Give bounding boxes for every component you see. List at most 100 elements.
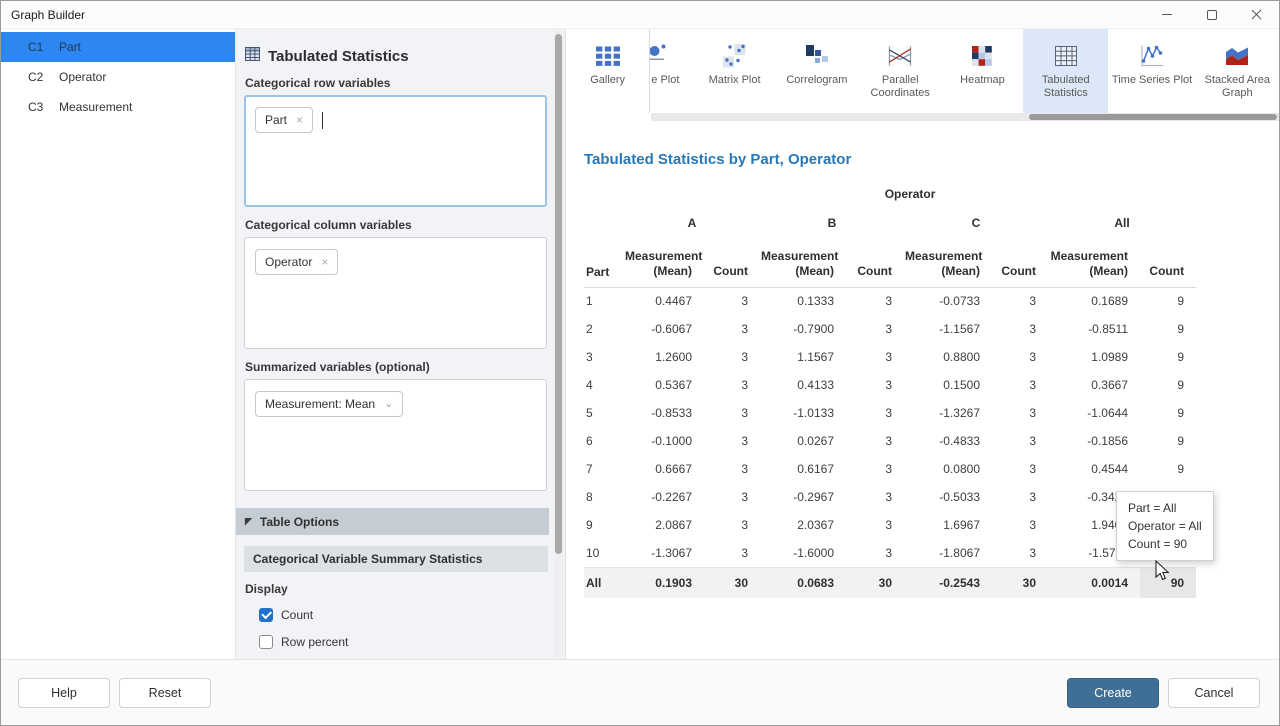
gallery-scrollbar-thumb[interactable] bbox=[1029, 114, 1277, 120]
tooltip: Part = All Operator = All Count = 90 bbox=[1116, 491, 1214, 561]
part-cell: 4 bbox=[586, 378, 593, 392]
cancel-button[interactable]: Cancel bbox=[1168, 677, 1260, 708]
tooltip-line: Operator = All bbox=[1128, 519, 1202, 533]
value-cell: -1.1567 bbox=[939, 322, 980, 336]
value-cell: 0.1689 bbox=[1091, 294, 1128, 309]
sidebar-list: C1 Part C2 Operator C3 Measurement bbox=[1, 32, 235, 122]
chip-remove-icon[interactable]: × bbox=[296, 113, 304, 127]
tab-e-plot[interactable]: e Plot bbox=[650, 29, 694, 113]
value-cell: 2.0367 bbox=[797, 518, 834, 532]
footer-left-buttons: Help Reset bbox=[18, 677, 211, 708]
table-row: 5 -0.8533 3 -1.0133 3 -1.3267 3 -1.0644 9 bbox=[584, 399, 1196, 427]
value-cell: -0.4833 bbox=[939, 434, 980, 448]
value-cell: 3 bbox=[1029, 294, 1036, 309]
tab-gallery[interactable]: Gallery bbox=[566, 29, 651, 113]
value-cell: 3 bbox=[885, 518, 892, 532]
table-options-header[interactable]: ◤ Table Options bbox=[236, 508, 549, 535]
section-column-variables: Categorical column variables Operator × bbox=[236, 218, 565, 349]
tabulated-statistics-icon bbox=[1053, 38, 1079, 69]
checkbox[interactable] bbox=[259, 635, 273, 649]
variable-chip[interactable]: Part × bbox=[255, 107, 314, 133]
tab-tabulated-statistics[interactable]: Tabulated Statistics bbox=[1023, 29, 1109, 113]
value-cell: 0.0683 bbox=[760, 566, 846, 598]
variable-chip[interactable]: Measurement: Mean ⌄ bbox=[255, 391, 404, 417]
section-label: Summarized variables (optional) bbox=[245, 360, 430, 374]
tab-heatmap[interactable]: Heatmap bbox=[942, 29, 1023, 113]
close-button[interactable] bbox=[1234, 1, 1279, 28]
count-column-header: Count bbox=[992, 239, 1048, 288]
reset-button[interactable]: Reset bbox=[119, 677, 211, 708]
variables-box-row-variables[interactable]: Part × bbox=[244, 95, 547, 207]
measurement-header-line1: Measurement bbox=[625, 248, 703, 263]
checkbox-row-row-percent[interactable]: Row percent bbox=[259, 634, 565, 650]
group-header-row: Operator bbox=[584, 181, 1196, 207]
chip-label: Operator bbox=[265, 255, 313, 269]
column-name: Operator bbox=[59, 70, 107, 84]
tab-stacked-area-graph[interactable]: Stacked Area Graph bbox=[1196, 29, 1279, 113]
value-cell: 9 bbox=[1177, 294, 1185, 309]
value-cell: 9 bbox=[1177, 406, 1185, 420]
value-cell: 3 bbox=[885, 406, 892, 420]
section-label: Categorical row variables bbox=[245, 76, 391, 90]
value-cell: -0.2267 bbox=[651, 490, 692, 504]
value-cell: 0.1333 bbox=[797, 294, 834, 309]
main-area: Gallery e Plot Matrix Plot Correlogram Paral… bbox=[566, 29, 1279, 661]
part-cell: 7 bbox=[586, 462, 593, 476]
time-series-plot-icon bbox=[1139, 38, 1165, 69]
panel-scrollbar[interactable] bbox=[554, 31, 563, 657]
value-cell: 3 bbox=[885, 378, 892, 392]
table-row: 2 -0.6067 3 -0.7900 3 -1.1567 3 -0.8511 9 bbox=[584, 315, 1196, 343]
chip-remove-icon[interactable]: × bbox=[321, 255, 329, 269]
chevron-down-icon[interactable]: ⌄ bbox=[384, 397, 394, 410]
tab-correlogram[interactable]: Correlogram bbox=[775, 29, 858, 113]
value-cell: -0.1856 bbox=[1087, 434, 1128, 448]
variables-box-summarized-variables[interactable]: Measurement: Mean ⌄ bbox=[244, 379, 547, 491]
matrix-plot-icon bbox=[722, 38, 748, 69]
panel-title: Tabulated Statistics bbox=[245, 47, 565, 65]
help-button[interactable]: Help bbox=[18, 677, 110, 708]
part-cell: 5 bbox=[586, 406, 593, 420]
checkbox-label: Row percent bbox=[281, 635, 349, 649]
value-cell: 1.2600 bbox=[655, 350, 692, 364]
gallery-scrollbar[interactable] bbox=[651, 113, 1279, 121]
value-cell: 0.0014 bbox=[1048, 566, 1140, 598]
tab-time-series-plot[interactable]: Time Series Plot bbox=[1108, 29, 1195, 113]
operator-level-header: All bbox=[1114, 216, 1130, 230]
checkbox-checked[interactable] bbox=[259, 608, 273, 622]
variable-chip[interactable]: Operator × bbox=[255, 249, 339, 275]
tab-parallel-coordinates[interactable]: Parallel Coordinates bbox=[859, 29, 942, 113]
panel-sections: Categorical row variables Part × Categorica… bbox=[236, 76, 565, 491]
panel-scrollbar-thumb[interactable] bbox=[555, 34, 562, 554]
value-cell: 30 bbox=[992, 566, 1048, 598]
value-cell: 3 bbox=[741, 434, 748, 448]
sidebar-item-measurement[interactable]: C3 Measurement bbox=[1, 92, 235, 122]
create-button[interactable]: Create bbox=[1067, 677, 1159, 708]
value-cell: 0.1903 bbox=[624, 566, 704, 598]
tooltip-line: Count = 90 bbox=[1128, 537, 1188, 551]
stacked-area-graph-icon bbox=[1224, 38, 1250, 69]
sidebar-item-operator[interactable]: C2 Operator bbox=[1, 62, 235, 92]
minimize-icon bbox=[1161, 14, 1172, 15]
tab-label: Parallel Coordinates bbox=[870, 74, 930, 99]
value-cell: 9 bbox=[1177, 350, 1185, 364]
checkbox-row-count[interactable]: Count bbox=[259, 607, 565, 623]
tab-label: Matrix Plot bbox=[708, 74, 761, 86]
measurement-mean-header: Measurement (Mean) bbox=[1048, 239, 1140, 288]
value-cell: 30 bbox=[846, 566, 904, 598]
count-column-header: Count bbox=[1140, 239, 1197, 288]
sidebar-item-part[interactable]: C1 Part bbox=[1, 32, 235, 62]
value-cell: 3 bbox=[1029, 322, 1036, 336]
part-cell: 3 bbox=[586, 350, 593, 364]
maximize-button[interactable] bbox=[1189, 1, 1234, 28]
value-cell: 3 bbox=[741, 518, 748, 532]
column-code: C2 bbox=[28, 70, 44, 84]
minimize-button[interactable] bbox=[1144, 1, 1189, 28]
checkbox-label: Count bbox=[281, 608, 314, 622]
value-cell: 0.4544 bbox=[1091, 462, 1128, 476]
variables-box-column-variables[interactable]: Operator × bbox=[244, 237, 547, 349]
value-cell: -0.2543 bbox=[904, 566, 992, 598]
sidebar: C1 Part C2 Operator C3 Measurement bbox=[1, 29, 236, 661]
value-cell: 0.0267 bbox=[797, 434, 834, 448]
tab-matrix-plot[interactable]: Matrix Plot bbox=[694, 29, 775, 113]
value-cell: 3 bbox=[741, 545, 748, 560]
